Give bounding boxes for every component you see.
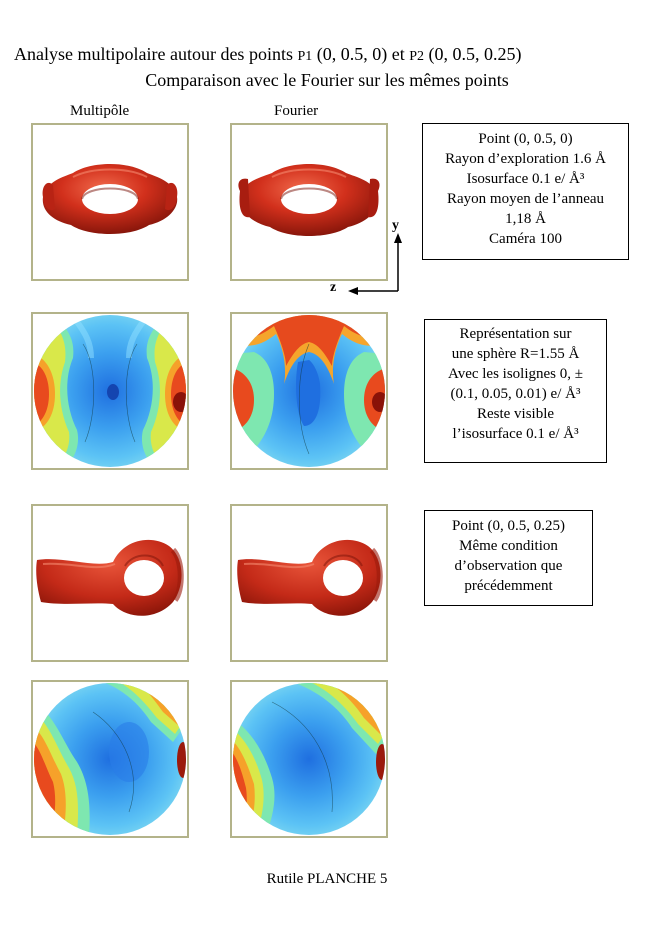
p1-coords: (0, 0.5, 0) et [312, 44, 410, 64]
title-line-1: Analyse multipolaire autour des points P… [14, 44, 522, 65]
axis-indicator [348, 233, 402, 295]
info-line: Avec les isolignes 0, ± [447, 366, 583, 382]
info-line: 1,18 Å [505, 211, 546, 227]
multipole-sphere-map-p1 [31, 312, 189, 470]
fourier-isosurface-p1 [230, 123, 388, 281]
info-line: (0.1, 0.05, 0.01) e/ Å³ [450, 386, 581, 402]
column-header-fourier: Fourier [274, 103, 319, 119]
multipole-sphere-map-p2 [31, 680, 189, 838]
info-line: Point (0, 0.5, 0.25) [452, 518, 565, 534]
title-prefix: Analyse multipolaire autour des points [14, 44, 298, 64]
info-line: d’observation que [454, 558, 563, 574]
info-line: Rayon d’exploration 1.6 Å [445, 151, 606, 167]
info-line: précédemment [464, 578, 553, 594]
info-box-sphere: Représentation sur une sphère R=1.55 Å A… [424, 319, 607, 463]
multipole-isosurface-p1 [31, 123, 189, 281]
info-line: Isosurface 0.1 e/ Å³ [466, 171, 585, 187]
column-header-multipole: Multipôle [70, 103, 130, 119]
info-line: Même condition [459, 538, 558, 554]
p1-label: P1 [297, 49, 313, 64]
fourier-sphere-map-p1 [230, 312, 388, 470]
title-line-2: Comparaison avec le Fourier sur les même… [145, 70, 509, 90]
info-line: Rayon moyen de l’anneau [446, 191, 605, 207]
p2-coords: (0, 0.5, 0.25) [424, 44, 522, 64]
info-box-p2: Point (0, 0.5, 0.25) Même condition d’ob… [424, 510, 593, 606]
footer-caption: Rutile PLANCHE 5 [266, 871, 388, 887]
fourier-sphere-map-p2 [230, 680, 388, 838]
info-box-p1: Point (0, 0.5, 0) Rayon d’exploration 1.… [422, 123, 629, 260]
p2-label: P2 [409, 49, 425, 64]
info-line: Point (0, 0.5, 0) [478, 131, 573, 147]
info-line: Reste visible [476, 406, 555, 422]
multipole-isosurface-p2 [31, 504, 189, 662]
info-line: Représentation sur [459, 326, 572, 342]
axis-z-label: z [330, 280, 337, 295]
axis-y-label: y [392, 218, 399, 233]
info-line: l’isosurface 0.1 e/ Å³ [452, 426, 579, 442]
info-line: Caméra 100 [489, 231, 562, 247]
info-line: une sphère R=1.55 Å [451, 346, 580, 362]
fourier-isosurface-p2 [230, 504, 388, 662]
